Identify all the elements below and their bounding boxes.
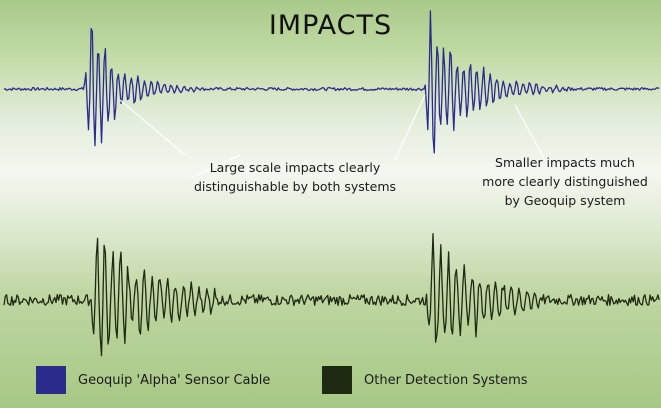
- annotation-line: Smaller impacts much: [495, 155, 635, 170]
- annotation-line: by Geoquip system: [504, 193, 626, 208]
- annotation-leader-line: [189, 154, 241, 179]
- legend-label-other: Other Detection Systems: [364, 372, 528, 388]
- annotation-leader-line: [514, 104, 546, 161]
- annotation-leader-line: [119, 99, 186, 156]
- annotation-small-impacts: Smaller impacts much more clearly distin…: [475, 153, 655, 210]
- chart-title: IMPACTS: [268, 10, 393, 41]
- series-line-other: [3, 233, 660, 357]
- legend-item-geoquip: Geoquip 'Alpha' Sensor Cable: [36, 366, 270, 394]
- annotation-line: distinguishable by both systems: [193, 179, 397, 194]
- legend-label-geoquip: Geoquip 'Alpha' Sensor Cable: [78, 372, 271, 388]
- annotation-line: more clearly distinguished: [482, 174, 648, 189]
- series-line-geoquip: [3, 10, 660, 154]
- legend-swatch-geoquip: [36, 366, 66, 394]
- annotation-line: Large scale impacts clearly: [209, 160, 381, 175]
- legend-item-other: Other Detection Systems: [322, 366, 528, 394]
- annotation-large-impacts: Large scale impacts clearly distinguisha…: [180, 158, 410, 196]
- legend-swatch-other: [322, 366, 352, 394]
- annotation-leader-line: [394, 94, 426, 161]
